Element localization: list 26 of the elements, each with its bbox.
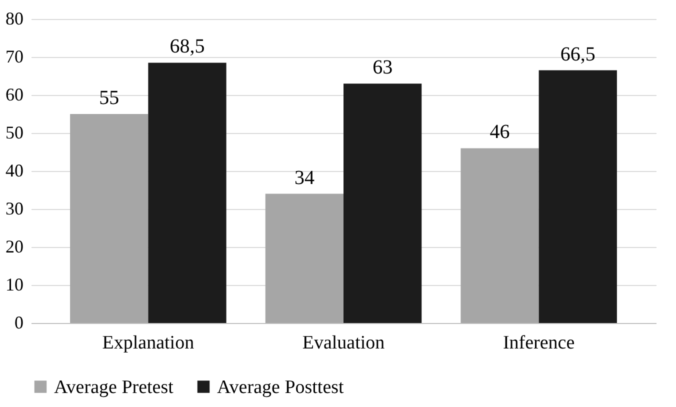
data-label: 34: [294, 166, 314, 189]
bar: [344, 84, 422, 323]
y-tick-label: 70: [6, 46, 24, 66]
y-tick-label: 30: [6, 198, 24, 218]
data-label: 68,5: [170, 36, 205, 58]
x-tick-label: Evaluation: [302, 332, 386, 354]
y-tick-label: 0: [14, 312, 24, 332]
y-tick-label: 10: [6, 274, 24, 294]
y-tick-label: 50: [6, 122, 24, 142]
x-tick-label: Inference: [502, 332, 575, 354]
bar: [148, 62, 226, 323]
y-tick-label: 80: [6, 8, 24, 28]
bar: [538, 70, 617, 323]
bar: [70, 114, 148, 323]
y-tick-label: 60: [6, 84, 24, 104]
legend-label: Average Pretest: [54, 376, 174, 398]
bar: [460, 148, 539, 323]
data-label: 46: [490, 121, 510, 144]
y-tick-label: 40: [6, 160, 24, 180]
x-tick-label: Explanation: [102, 332, 195, 354]
y-tick-label: 20: [6, 236, 24, 256]
data-label: 55: [99, 87, 120, 109]
bar: [265, 194, 344, 323]
data-label: 66,5: [560, 43, 596, 66]
legend-label: Average Posttest: [217, 376, 345, 398]
data-label: 63: [372, 56, 393, 79]
